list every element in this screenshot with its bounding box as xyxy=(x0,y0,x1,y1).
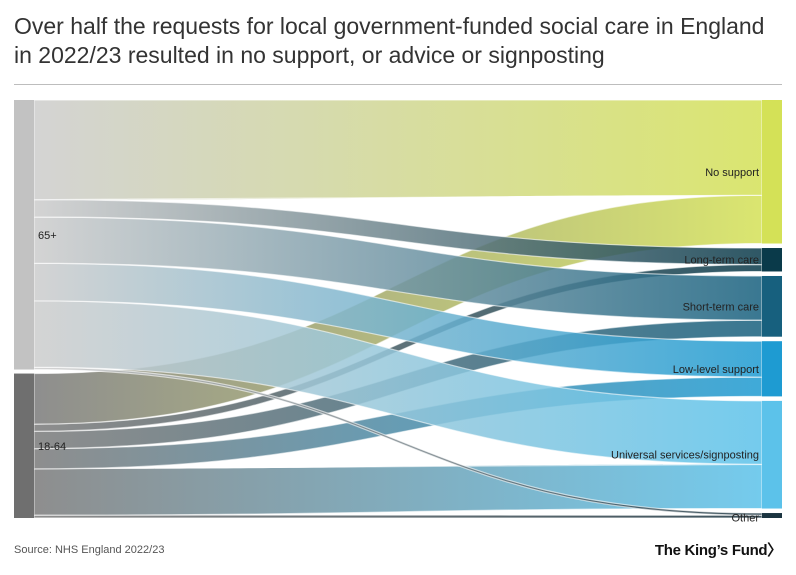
flow-1864-to-ot xyxy=(33,514,763,519)
target-label-us: Universal services/signposting xyxy=(611,450,759,462)
source-label-1864: 18-64 xyxy=(38,441,66,453)
target-label-st: Short-term care xyxy=(683,301,759,313)
title-divider xyxy=(14,84,782,85)
target-node-ot xyxy=(762,513,782,518)
source-note: Source: NHS England 2022/23 xyxy=(14,544,165,556)
target-node-us xyxy=(762,400,782,509)
chart-title: Over half the requests for local governm… xyxy=(14,13,765,68)
kings-fund-logo: The King’s Fund〉 xyxy=(654,542,782,559)
target-node-st xyxy=(762,275,782,337)
source-label-65: 65+ xyxy=(38,230,57,242)
flow-65-to-no xyxy=(33,99,763,201)
target-label-no: No support xyxy=(705,167,759,179)
target-node-ll xyxy=(762,341,782,397)
target-node-lt xyxy=(762,248,782,272)
source-node-65 xyxy=(14,100,34,370)
target-label-lt: Long-term care xyxy=(684,255,759,267)
target-node-no xyxy=(762,100,782,244)
target-label-ot: Other xyxy=(731,513,759,525)
target-label-ll: Low-level support xyxy=(673,364,759,376)
source-node-1864 xyxy=(14,373,34,518)
